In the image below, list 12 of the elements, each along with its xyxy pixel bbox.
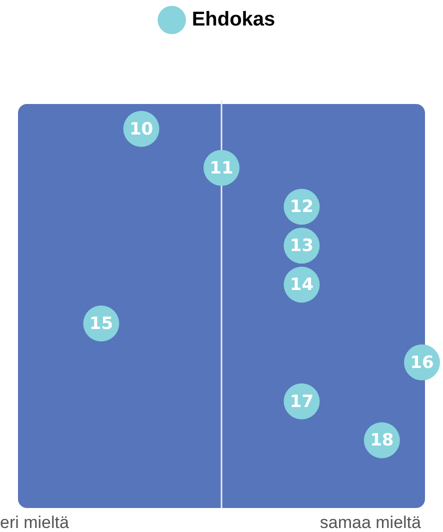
text: samaa mieltä [320, 513, 422, 532]
y-tick-label: 10 [129, 119, 154, 140]
y-tick-label: 12 [290, 197, 314, 218]
y-tick-label: 13 [290, 236, 314, 256]
y-tick-label: 18 [370, 430, 394, 451]
text: eri mieltä [0, 513, 70, 532]
y-tick-label: 11 [210, 158, 234, 178]
y-tick-label: 16 [410, 352, 434, 373]
y-tick-label: 14 [290, 275, 314, 296]
y-tick-label: 15 [89, 314, 114, 334]
legend-label: Ehdokas [192, 8, 276, 31]
y-tick-label: 17 [290, 392, 314, 412]
